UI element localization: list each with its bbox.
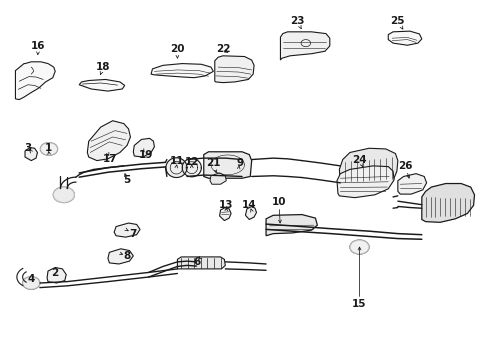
Polygon shape <box>209 173 226 184</box>
Text: 15: 15 <box>351 299 366 309</box>
Text: 22: 22 <box>215 45 230 54</box>
Text: 21: 21 <box>205 158 220 168</box>
Polygon shape <box>114 223 140 237</box>
Polygon shape <box>177 257 225 269</box>
Polygon shape <box>421 184 473 222</box>
Polygon shape <box>280 32 329 60</box>
Text: 6: 6 <box>193 257 200 267</box>
Text: 16: 16 <box>31 41 45 51</box>
Text: 24: 24 <box>351 154 366 165</box>
Text: 10: 10 <box>271 197 285 207</box>
Polygon shape <box>336 166 393 198</box>
Polygon shape <box>165 158 186 177</box>
Text: 19: 19 <box>139 150 153 160</box>
Polygon shape <box>387 31 421 45</box>
Text: 12: 12 <box>184 157 199 167</box>
Polygon shape <box>41 143 58 155</box>
Text: 2: 2 <box>51 269 59 279</box>
Polygon shape <box>22 277 40 289</box>
Text: 26: 26 <box>397 161 411 171</box>
Text: 13: 13 <box>219 200 233 210</box>
Polygon shape <box>151 64 213 78</box>
Polygon shape <box>339 148 397 191</box>
Text: 3: 3 <box>24 143 31 153</box>
Polygon shape <box>182 158 201 177</box>
Polygon shape <box>16 62 55 100</box>
Polygon shape <box>133 138 154 157</box>
Polygon shape <box>265 215 317 236</box>
Polygon shape <box>397 174 426 194</box>
Polygon shape <box>203 152 251 178</box>
Text: 9: 9 <box>236 158 243 168</box>
Polygon shape <box>47 267 66 283</box>
Text: 25: 25 <box>390 16 404 26</box>
Text: 1: 1 <box>44 143 52 153</box>
Text: 8: 8 <box>123 251 130 261</box>
Polygon shape <box>245 207 256 220</box>
Polygon shape <box>214 56 254 83</box>
Polygon shape <box>219 207 231 221</box>
Text: 17: 17 <box>103 154 118 164</box>
Polygon shape <box>53 187 74 203</box>
Polygon shape <box>349 240 368 254</box>
Text: 11: 11 <box>170 156 184 166</box>
Text: 20: 20 <box>170 45 184 54</box>
Text: 5: 5 <box>123 175 130 185</box>
Text: 7: 7 <box>129 229 137 239</box>
Polygon shape <box>87 121 130 161</box>
Text: 18: 18 <box>96 62 110 72</box>
Polygon shape <box>108 249 133 264</box>
Text: 14: 14 <box>242 200 256 210</box>
Text: 4: 4 <box>27 274 35 284</box>
Text: 23: 23 <box>289 16 304 26</box>
Polygon shape <box>79 80 124 91</box>
Polygon shape <box>25 148 38 161</box>
